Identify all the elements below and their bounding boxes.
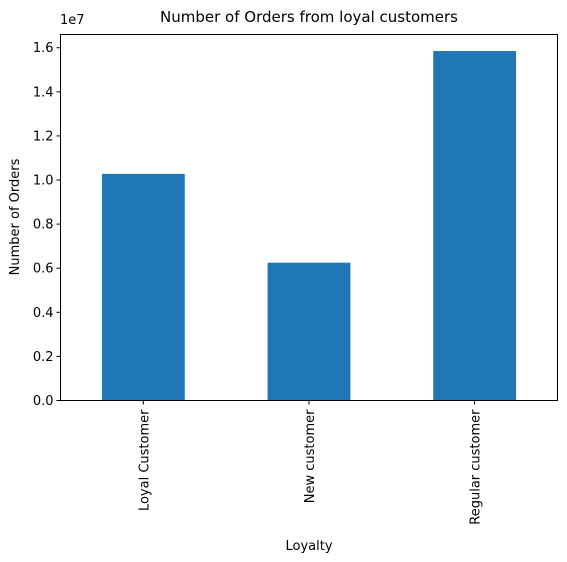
- y-tick-label-4: 0.8: [33, 218, 54, 233]
- x-axis-ticks: Loyal Customer New customer Regular custom…: [137, 400, 484, 525]
- y-tick-label-2: 0.4: [33, 306, 54, 321]
- x-axis-label: Loyalty: [285, 539, 332, 554]
- y-tick-label-0: 0.0: [33, 394, 54, 409]
- y-axis-label: Number of Orders: [8, 158, 23, 275]
- y-tick-label-5: 1.0: [33, 174, 54, 189]
- y-tick-label-8: 1.6: [33, 41, 54, 56]
- y-axis-offset-label: 1e7: [60, 13, 85, 28]
- y-tick-label-7: 1.4: [33, 85, 54, 100]
- y-tick-label-1: 0.2: [33, 350, 54, 365]
- bar-2: [433, 51, 517, 401]
- bar-0: [101, 173, 185, 401]
- x-tick-label-0: Loyal Customer: [137, 409, 152, 511]
- x-tick-label-1: New customer: [303, 409, 318, 503]
- y-tick-label-6: 1.2: [33, 129, 54, 144]
- x-tick-label-2: Regular customer: [469, 409, 484, 525]
- bars-group: [101, 51, 517, 401]
- chart-title: Number of Orders from loyal customers: [160, 8, 458, 26]
- bar-1: [267, 262, 351, 401]
- y-axis-ticks: 0.0 0.2 0.4 0.6 0.8 1.0 1.2 1.4 1.6: [33, 41, 61, 409]
- y-tick-label-3: 0.6: [33, 262, 54, 277]
- plot-frame: [60, 34, 558, 401]
